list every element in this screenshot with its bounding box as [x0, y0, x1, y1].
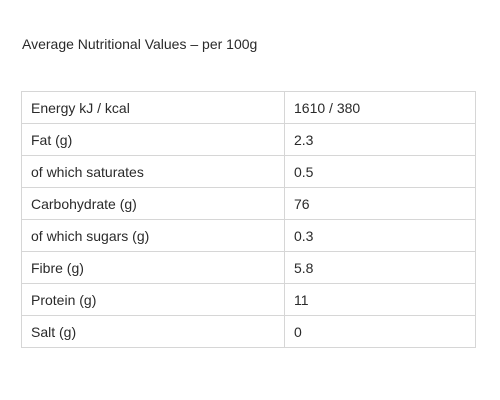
nutrient-label: Fibre (g) [21, 251, 285, 284]
table-row: Protein (g) 11 [21, 283, 476, 316]
table-row: Energy kJ / kcal 1610 / 380 [21, 91, 476, 124]
nutrient-value: 0.3 [284, 219, 476, 252]
nutrition-table: Energy kJ / kcal 1610 / 380 Fat (g) 2.3 … [21, 91, 476, 348]
nutrient-value: 2.3 [284, 123, 476, 156]
table-row: Carbohydrate (g) 76 [21, 187, 476, 220]
nutrient-value: 5.8 [284, 251, 476, 284]
nutrient-label: Protein (g) [21, 283, 285, 316]
nutrient-value: 76 [284, 187, 476, 220]
table-row: of which saturates 0.5 [21, 155, 476, 188]
nutrient-label: of which sugars (g) [21, 219, 285, 252]
table-row: Salt (g) 0 [21, 315, 476, 348]
nutrition-heading: Average Nutritional Values – per 100g [22, 36, 258, 52]
nutrient-label: Salt (g) [21, 315, 285, 348]
nutrient-label: Fat (g) [21, 123, 285, 156]
nutrient-value: 1610 / 380 [284, 91, 476, 124]
nutrient-label: of which saturates [21, 155, 285, 188]
table-row: Fat (g) 2.3 [21, 123, 476, 156]
nutrient-value: 11 [284, 283, 476, 316]
nutrient-value: 0 [284, 315, 476, 348]
table-row: of which sugars (g) 0.3 [21, 219, 476, 252]
nutrient-value: 0.5 [284, 155, 476, 188]
table-row: Fibre (g) 5.8 [21, 251, 476, 284]
nutrient-label: Energy kJ / kcal [21, 91, 285, 124]
nutrient-label: Carbohydrate (g) [21, 187, 285, 220]
